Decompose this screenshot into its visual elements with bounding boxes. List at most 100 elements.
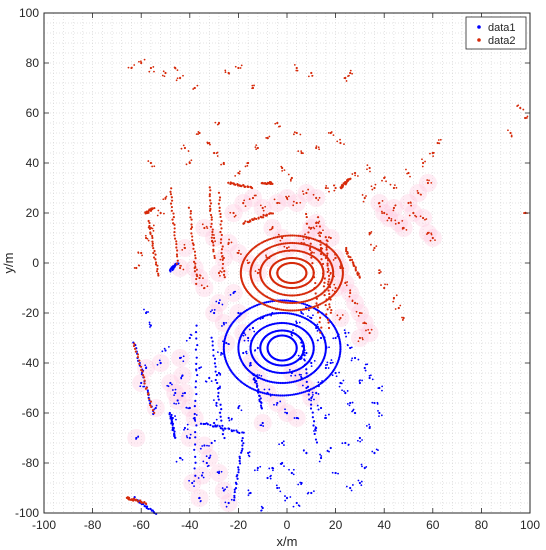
data-point	[319, 331, 322, 334]
data-point	[216, 351, 219, 354]
data-point	[214, 240, 216, 243]
data-point	[374, 183, 377, 186]
data-point	[219, 274, 221, 277]
data-point	[176, 255, 179, 258]
data-point	[242, 334, 245, 337]
data-point	[175, 253, 179, 256]
data-point	[243, 199, 246, 202]
data-point	[294, 393, 298, 396]
data-point	[265, 136, 268, 139]
data-point	[194, 265, 197, 268]
data-point	[319, 243, 322, 246]
data-point	[267, 305, 270, 308]
data-point	[368, 331, 371, 335]
data-point	[377, 409, 379, 412]
data-point	[375, 448, 378, 451]
data-point	[313, 398, 315, 401]
data-point	[283, 169, 286, 171]
data-point	[279, 239, 282, 242]
data-point	[246, 164, 249, 167]
data-point	[179, 457, 182, 460]
data-point	[354, 269, 357, 272]
data-point	[277, 201, 279, 204]
data-point	[215, 381, 219, 385]
data-point	[323, 336, 326, 339]
data-point	[289, 234, 292, 237]
data-point	[293, 417, 296, 419]
data-point	[310, 256, 313, 259]
data-point	[222, 346, 225, 350]
data-point	[194, 461, 197, 464]
data-point	[259, 318, 262, 320]
data-point	[394, 222, 397, 225]
data-point	[264, 303, 267, 307]
data-point	[244, 205, 247, 208]
data-point	[237, 471, 240, 474]
data-point	[196, 343, 199, 347]
data-point	[186, 423, 189, 426]
data-point	[275, 394, 278, 397]
data-point	[174, 388, 177, 391]
data-point	[291, 249, 294, 252]
data-point	[233, 491, 236, 494]
data-point	[351, 484, 354, 486]
data-point	[216, 373, 219, 376]
data-point	[149, 324, 153, 327]
data-point	[303, 351, 306, 354]
data-point	[216, 155, 219, 157]
data-point	[180, 376, 183, 379]
data-point	[339, 345, 342, 348]
data-point	[173, 394, 176, 396]
data-point	[214, 365, 217, 368]
data-point	[315, 146, 318, 150]
data-point	[315, 145, 318, 148]
data-point	[151, 408, 155, 412]
data-point	[381, 212, 384, 215]
data-point	[217, 471, 221, 475]
data-point	[175, 79, 178, 82]
data-point	[302, 449, 305, 451]
data-point	[291, 334, 293, 337]
data-point	[271, 311, 274, 315]
data-point	[299, 358, 302, 361]
data-point	[304, 390, 307, 393]
data-point	[308, 360, 311, 363]
data-point	[316, 404, 319, 407]
data-point	[279, 243, 282, 246]
data-point	[328, 296, 331, 299]
data-point	[311, 391, 314, 394]
data-point	[243, 222, 246, 225]
data-point	[280, 235, 283, 238]
data-point	[297, 354, 300, 357]
data-point	[344, 281, 347, 284]
data-point	[274, 312, 277, 315]
data-point	[319, 252, 323, 256]
data-point	[143, 58, 146, 61]
data-point	[188, 161, 191, 163]
data-point	[238, 459, 241, 463]
data-point	[208, 209, 212, 212]
data-point	[245, 351, 247, 353]
data-point	[312, 276, 316, 279]
data-point	[292, 313, 295, 316]
data-point	[196, 268, 198, 271]
data-point	[270, 228, 273, 231]
data-point	[228, 419, 231, 422]
data-point	[253, 330, 256, 333]
data-point	[259, 344, 262, 346]
data-point	[282, 234, 285, 238]
data-point	[343, 77, 346, 79]
data-point	[401, 318, 404, 321]
data-point	[326, 363, 329, 366]
data-point	[348, 404, 351, 407]
data-point	[507, 129, 509, 132]
data-point	[336, 140, 339, 143]
data-point	[303, 242, 305, 244]
data-point	[143, 379, 146, 382]
data-point	[307, 75, 310, 78]
data-point	[233, 496, 236, 499]
data-point	[312, 314, 314, 317]
data-point	[256, 376, 259, 380]
data-point	[295, 234, 298, 237]
data-point	[323, 289, 326, 292]
